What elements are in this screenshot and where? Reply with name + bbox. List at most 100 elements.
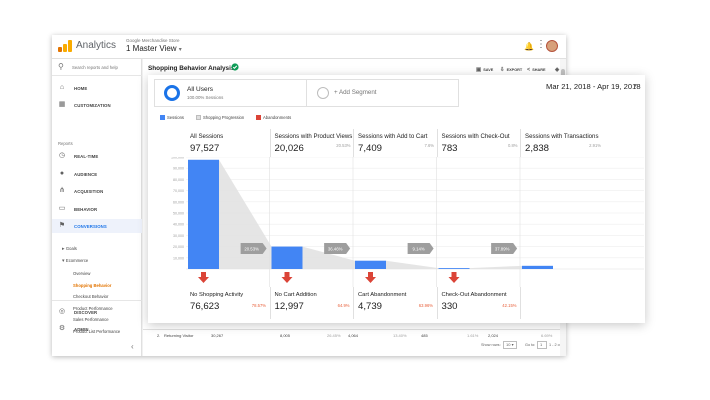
verified-check-icon: [231, 63, 239, 71]
abandonment-percent: 78.57%: [251, 303, 266, 308]
bell-icon[interactable]: 🔔: [524, 42, 534, 51]
sidebar-item-label: AUDIENCE: [74, 171, 98, 177]
collapse-sidebar-icon[interactable]: ‹: [131, 342, 134, 351]
stage-percent: 2.91%: [589, 143, 601, 148]
sidebar-item-customization[interactable]: ▦ CUSTOMIZATION: [52, 98, 142, 112]
funnel-chart-svg: 100,000 90,000 80,000 70,000 60,000 50,000 40,…: [171, 157, 644, 287]
page-range: 1 - 2 of 2: [549, 343, 564, 347]
table-pager: Show rows: 10 ▾ Go to: 1 1 - 2 of 2 ‹: [143, 339, 566, 351]
legend-swatch: [160, 115, 165, 120]
table-cell: 30,267: [211, 333, 224, 338]
divider: [52, 300, 142, 301]
table-cell: 2,024: [488, 333, 499, 338]
more-vert-icon[interactable]: ⋮: [536, 39, 546, 50]
stage-name: Sessions with Add to Cart: [358, 133, 428, 140]
table-cell: 8,005: [280, 333, 291, 338]
search-icon: ⚲: [58, 62, 64, 71]
intelligence-icon: ◈: [555, 67, 560, 73]
stage-name: Sessions with Check-Out: [441, 133, 510, 140]
reports-section-label: Reports: [58, 141, 73, 146]
sidebar-subitem-ecommerce[interactable]: ▾ Ecommerce: [62, 258, 88, 264]
legend-item-abandonments: Abandonments: [256, 115, 291, 120]
add-segment-ring-icon: [317, 87, 329, 99]
segment-sessions-percent: 100.00% Sessions: [187, 95, 224, 100]
table-cell: 485: [421, 333, 428, 338]
sidebar-subitem-label: Goals: [65, 246, 77, 251]
audience-icon: ●: [59, 169, 65, 177]
real-time-icon: ◷: [58, 152, 66, 159]
segment-all-users[interactable]: All Users 100.00% Sessions: [155, 80, 307, 106]
row-label[interactable]: Returning Visitor: [164, 333, 194, 338]
stage-percent: 7.6%: [424, 143, 434, 148]
funnel-bar[interactable]: [438, 268, 470, 269]
search-input[interactable]: Search reports and help: [72, 65, 118, 70]
save-button[interactable]: ▣ SAVE: [476, 67, 493, 73]
table-row: 2. Returning Visitor 30,267 8,005 26.45% 4,06…: [143, 329, 566, 339]
ecommerce-item-checkout-behavior[interactable]: Checkout Behavior: [73, 294, 109, 300]
sidebar-item-behavior[interactable]: ▭ BEHAVIOR: [52, 202, 142, 216]
analytics-logo-icon: [58, 40, 72, 52]
sidebar-item-conversions[interactable]: ⚑ CONVERSIONS: [52, 219, 142, 233]
top-bar: Analytics Google Merchandise Store 1 Mas…: [52, 35, 566, 59]
sidebar-item-label: CUSTOMIZATION: [74, 103, 111, 108]
abandonment-cell-empty: [520, 287, 603, 319]
share-button[interactable]: < SHARE: [527, 67, 546, 73]
export-button[interactable]: ⇩ EXPORT: [500, 67, 522, 73]
ecommerce-item-product-performance[interactable]: Product Performance: [73, 305, 113, 311]
abandonment-value: 4,739: [358, 301, 383, 312]
behavior-icon: ▭: [58, 204, 66, 212]
ecommerce-item-product-list-performance[interactable]: Product List Performance: [73, 329, 121, 334]
sidebar-item-audience[interactable]: ● AUDIENCE: [52, 167, 142, 181]
progression-percent: 20.53%: [244, 247, 259, 252]
sidebar-subitem-label: Ecommerce: [65, 258, 89, 263]
sidebar-search[interactable]: ⚲ Search reports and help: [52, 59, 142, 76]
conversions-icon: ⚑: [58, 222, 66, 229]
segment-bar: All Users 100.00% Sessions + Add Segment: [154, 79, 459, 107]
ecommerce-item-shopping-behavior[interactable]: Shopping Behavior: [73, 282, 112, 288]
sidebar-item-home[interactable]: ⌂ HOME: [52, 81, 142, 95]
y-tick-label: 20,000: [173, 245, 184, 249]
add-segment-button[interactable]: + Add Segment: [308, 80, 458, 106]
date-range-picker[interactable]: Mar 21, 2018 - Apr 19, 2018: [546, 82, 641, 91]
account-name: Google Merchandise Store: [126, 38, 180, 43]
goto-input[interactable]: 1: [537, 341, 547, 349]
sidebar-item-admin[interactable]: ⚙ ADMIN: [52, 322, 142, 336]
funnel-bar[interactable]: [522, 265, 553, 269]
stage-value: 783: [441, 143, 458, 154]
segment-name: All Users: [187, 86, 214, 93]
stage-value: 20,026: [274, 143, 304, 154]
view-name: 1 Master View: [126, 44, 177, 53]
abandonment-arrow-icon: [198, 272, 209, 283]
legend-swatch: [196, 115, 201, 120]
sidebar-subitem-goals[interactable]: ▸ Goals: [62, 246, 77, 252]
sidebar-item-label: ACQUISITION: [74, 189, 104, 194]
y-tick-label: 70,000: [173, 189, 184, 193]
sidebar-item-label: HOME: [74, 86, 88, 91]
abandonment-label: Check-Out Abandonment: [441, 292, 507, 298]
view-selector[interactable]: 1 Master View ▾: [126, 44, 182, 53]
sidebar-item-label: ADMIN: [74, 327, 89, 332]
abandonment-cell: Check-Out Abandonment 330 42.15%: [436, 287, 520, 319]
sidebar-item-acquisition[interactable]: ⋔ ACQUISITION: [52, 184, 142, 198]
funnel-bar[interactable]: [271, 246, 303, 269]
funnel-stage-header: Sessions with Transactions 2,838 2.91%: [520, 129, 603, 157]
sidebar-item-real-time[interactable]: ◷ REAL-TIME: [52, 149, 142, 163]
goto-value: 1: [540, 342, 543, 347]
ecommerce-item-sales-performance[interactable]: Sales Performance: [73, 317, 109, 323]
y-tick-label: 90,000: [173, 167, 184, 171]
sidebar-item-discover[interactable]: ◎ DISCOVER: [52, 305, 142, 319]
progression-band: [469, 265, 522, 269]
chevron-down-icon[interactable]: ▾: [634, 83, 638, 89]
abandonment-cell: Cart Abandonment 4,739 63.96%: [353, 287, 436, 319]
funnel-chart: 100,000 90,000 80,000 70,000 60,000 50,000 40,…: [148, 157, 645, 295]
funnel-stage-header: Sessions with Add to Cart 7,409 7.6%: [353, 129, 436, 157]
ecommerce-item-overview[interactable]: Overview: [73, 271, 91, 276]
abandonment-row: No Shopping Activity 76,623 78.57% No Cart …: [186, 287, 644, 319]
funnel-bar[interactable]: [355, 260, 386, 269]
progression-band: [219, 159, 272, 269]
funnel-bar[interactable]: [188, 159, 219, 269]
y-tick-label: 30,000: [173, 234, 184, 238]
rows-per-page-select[interactable]: 10 ▾: [503, 341, 517, 349]
abandonment-value: 330: [441, 301, 458, 312]
avatar[interactable]: [546, 40, 558, 52]
